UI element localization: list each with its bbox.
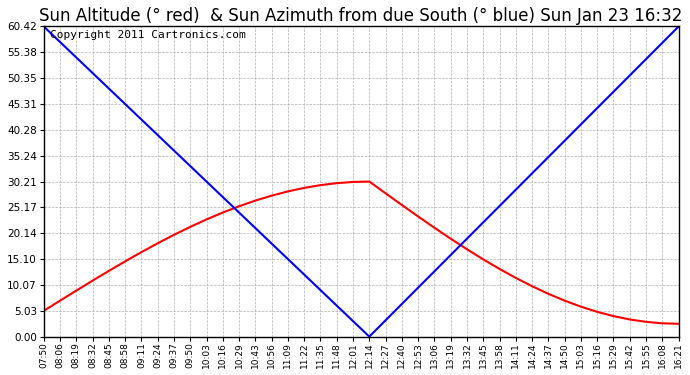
Text: Copyright 2011 Cartronics.com: Copyright 2011 Cartronics.com — [50, 30, 246, 40]
Title: Sun Altitude (° red)  & Sun Azimuth from due South (° blue) Sun Jan 23 16:32: Sun Altitude (° red) & Sun Azimuth from … — [39, 7, 683, 25]
